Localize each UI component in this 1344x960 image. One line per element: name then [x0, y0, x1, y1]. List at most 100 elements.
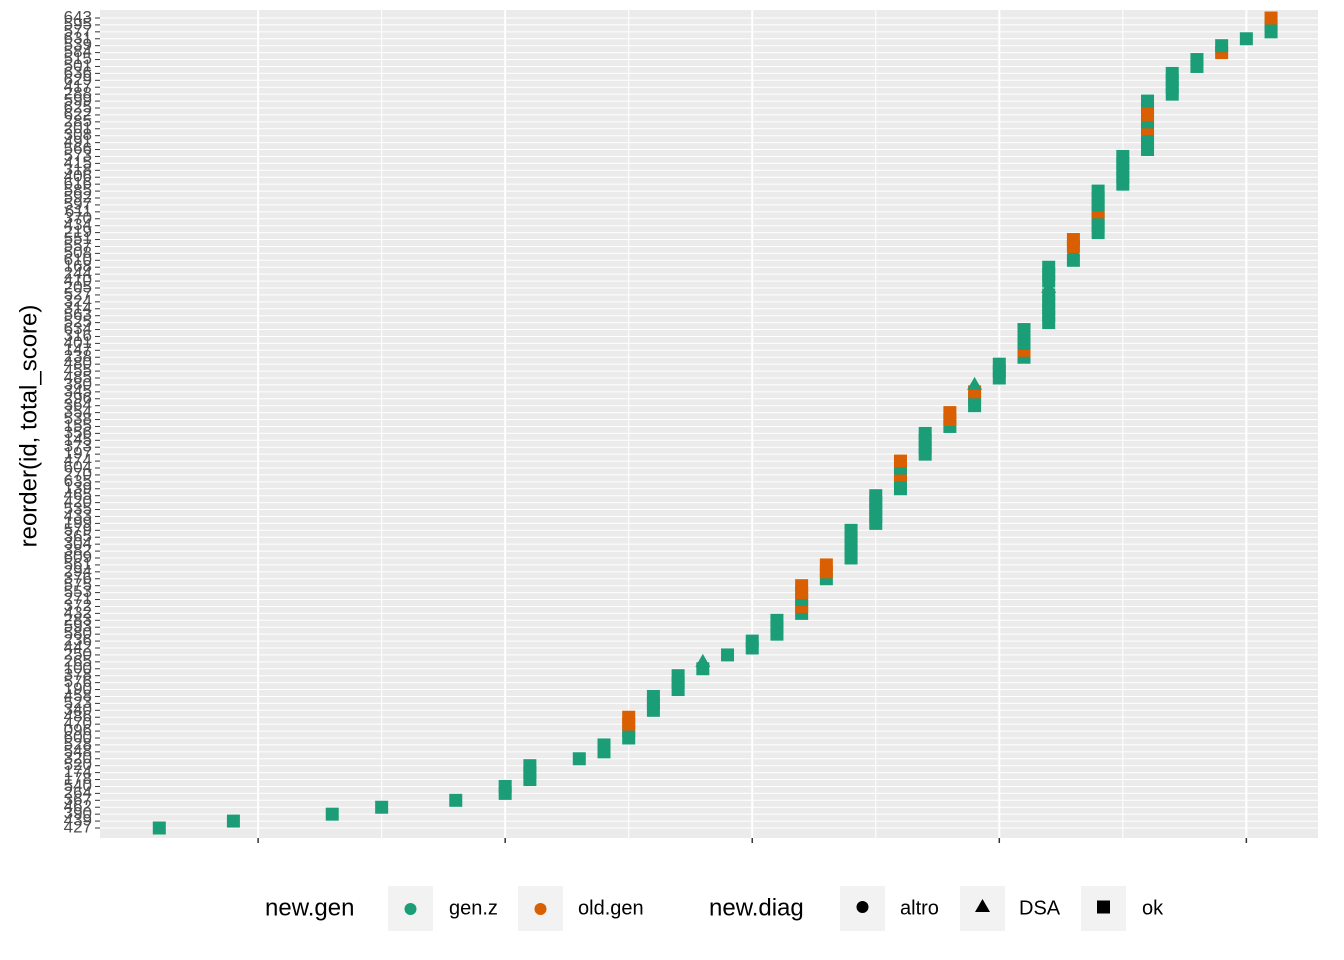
point	[1017, 323, 1031, 337]
y-tick-label: 486	[64, 707, 92, 726]
y-tick-label: 501	[64, 56, 92, 75]
y-tick-label: 595	[64, 14, 92, 33]
y-tick-label: 520	[64, 755, 92, 774]
point	[992, 357, 1006, 371]
point	[1091, 184, 1105, 198]
y-tick-label: 609	[64, 547, 92, 566]
y-tick-label: 354	[64, 402, 92, 421]
point	[770, 613, 784, 627]
y-tick-label: 427	[64, 817, 92, 836]
legend-swatch	[534, 903, 547, 915]
point	[844, 523, 858, 537]
y-tick-label: 557	[64, 236, 92, 255]
legend-label: DSA	[1019, 897, 1061, 919]
y-tick-label: 270	[64, 464, 92, 483]
point	[572, 752, 586, 766]
y-tick-label: 367	[64, 790, 92, 809]
point	[967, 376, 983, 390]
y-tick-label: 455	[64, 361, 92, 380]
y-tick-label: 271	[64, 589, 92, 608]
y-tick-label: 100	[64, 658, 92, 677]
y-tick-label: 238	[64, 347, 92, 366]
point	[325, 807, 339, 821]
y-tick-label: 631	[64, 28, 92, 47]
y-tick-label: 577	[64, 21, 92, 40]
point	[498, 779, 512, 793]
y-tick-label: 283	[64, 610, 92, 629]
y-tick-label: 205	[64, 277, 92, 296]
y-tick-label: 539	[64, 35, 92, 54]
y-tick-label: 382	[64, 541, 92, 560]
y-tick-label: 420	[64, 492, 92, 511]
point	[1190, 53, 1204, 67]
y-tick-label: 474	[64, 451, 92, 470]
y-tick-label: 462	[64, 797, 92, 816]
y-tick-label: 370	[64, 208, 92, 227]
y-tick-label: 600	[64, 727, 92, 746]
y-tick-label: 174	[64, 762, 92, 781]
y-tick-label: 585	[64, 181, 92, 200]
point	[1165, 66, 1179, 80]
y-tick-label: 538	[64, 409, 92, 428]
y-tick-label: 525	[64, 312, 92, 331]
y-tick-label: 372	[64, 596, 92, 615]
legend-swatch	[975, 899, 990, 912]
point	[1215, 39, 1229, 53]
y-tick-label: 634	[64, 319, 92, 338]
y-tick-label: 378	[64, 665, 92, 684]
y-tick-label: 491	[64, 132, 92, 151]
point	[1116, 149, 1130, 163]
y-tick-label: 324	[64, 291, 92, 310]
point	[1264, 11, 1278, 25]
y-tick-label: 527	[64, 284, 92, 303]
legend-swatch	[404, 903, 417, 915]
y-tick-label: 515	[64, 49, 92, 68]
y-tick-label: 401	[64, 333, 92, 352]
y-tick-label: 168	[64, 257, 92, 276]
y-tick-label: 320	[64, 748, 92, 767]
y-tick-label: 548	[64, 741, 92, 760]
legend-label: gen.z	[449, 897, 498, 919]
point	[622, 710, 636, 724]
y-tick-label: 442	[64, 637, 92, 656]
y-tick-label: 485	[64, 367, 92, 386]
y-tick-label: 439	[64, 811, 92, 830]
y-tick-label: 178	[64, 769, 92, 788]
y-tick-label: 296	[64, 388, 92, 407]
legend-label: old.gen	[578, 897, 644, 919]
y-tick-label: 643	[64, 7, 92, 26]
y-tick-label: 561	[64, 554, 92, 573]
y-tick-label: 145	[64, 430, 92, 449]
y-tick-label: 610	[64, 250, 92, 269]
y-tick-label: 576	[64, 672, 92, 691]
y-tick-label: 458	[64, 686, 92, 705]
point	[795, 579, 809, 593]
y-tick-label: 199	[64, 513, 92, 532]
y-tick-label: 611	[65, 201, 92, 220]
y-tick-label: 579	[64, 520, 92, 539]
legend-title: new.diag	[709, 894, 804, 921]
y-tick-label: 432	[64, 603, 92, 622]
point	[523, 759, 537, 773]
y-tick-label: 308	[64, 125, 92, 144]
y-tick-label: 314	[64, 298, 92, 317]
y-tick-label: 345	[64, 381, 92, 400]
point	[1141, 94, 1155, 108]
point	[893, 454, 907, 468]
y-tick-label: 417	[64, 77, 92, 96]
point	[449, 793, 463, 807]
y-tick-label: 523	[64, 693, 92, 712]
y-tick-label: 528	[64, 734, 92, 753]
y-tick-label: 616	[64, 174, 92, 193]
y-tick-label: 318	[64, 160, 92, 179]
y-tick-label: 365	[64, 527, 92, 546]
y-tick-label: 410	[64, 271, 92, 290]
y-tick-label: 433	[64, 506, 92, 525]
point	[721, 648, 735, 662]
y-tick-label: 592	[64, 187, 92, 206]
point	[646, 689, 660, 703]
point	[226, 814, 240, 828]
y-tick-label: 566	[64, 139, 92, 158]
y-tick-label: 139	[64, 478, 92, 497]
y-tick-label: 288	[64, 84, 92, 103]
